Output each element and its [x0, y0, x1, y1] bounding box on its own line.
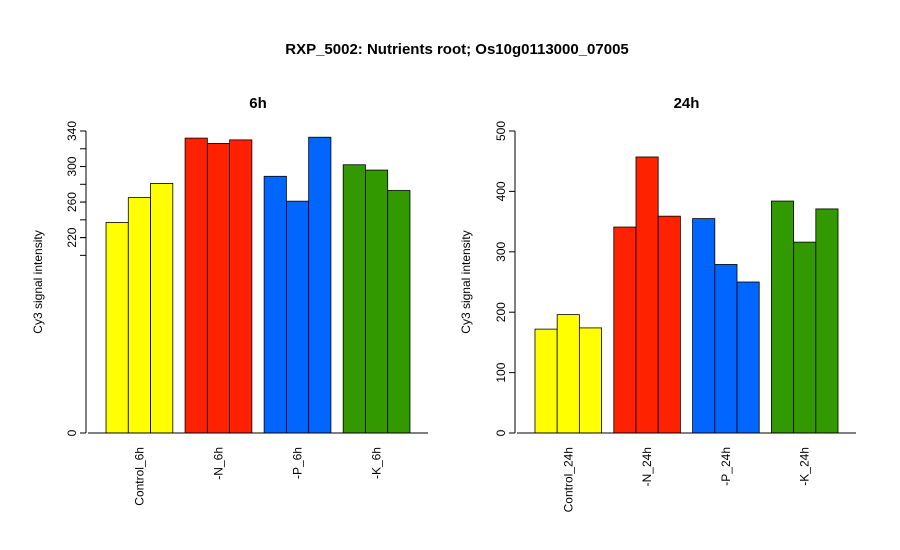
y-tick-label: 220 — [65, 227, 79, 247]
y-tick-label: 100 — [494, 362, 508, 382]
x-tick-label: -N_24h — [640, 447, 654, 486]
bar-control-24h-1 — [534, 328, 558, 434]
bar--p-6h-2 — [285, 200, 310, 434]
panel-title: 24h — [674, 95, 700, 112]
bar--n-24h-2 — [635, 156, 659, 434]
bar--p-24h-3 — [736, 281, 760, 434]
bar--n-6h-1 — [184, 137, 208, 434]
x-tick-label: -N_6h — [211, 447, 225, 480]
panel-title: 6h — [249, 95, 267, 112]
bar--p-6h-3 — [308, 136, 332, 434]
bar--p-6h-1 — [263, 175, 287, 434]
bar--n-24h-1 — [613, 226, 637, 434]
x-tick-label: -P_6h — [291, 447, 305, 479]
y-axis-label: Cy3 signal intensity — [459, 230, 473, 333]
bar--p-24h-1 — [692, 218, 716, 434]
bar--k-6h-1 — [342, 164, 366, 434]
x-tick-label: Control_24h — [561, 447, 575, 512]
bar-control-6h-2 — [127, 197, 151, 434]
bar-control-6h-1 — [105, 222, 129, 434]
y-tick-label: 300 — [65, 156, 79, 176]
y-tick-label: 260 — [65, 192, 79, 212]
y-tick-label: 0 — [494, 429, 508, 436]
y-tick-label: 500 — [494, 121, 508, 141]
bar--k-24h-3 — [815, 208, 839, 434]
y-axis-label: Cy3 signal intensity — [31, 230, 45, 333]
y-tick-label: 300 — [494, 241, 508, 261]
bar--n-6h-2 — [206, 143, 231, 434]
figure-title: RXP_5002: Nutrients root; Os10g0113000_0… — [285, 41, 629, 58]
bar--n-6h-3 — [229, 139, 253, 434]
bar--k-6h-3 — [387, 190, 411, 434]
chart-panel-24h: 24h Cy3 signal intensity Control_24h -N_24h… — [459, 95, 856, 512]
x-tick-label: -K_24h — [798, 447, 812, 486]
x-tick-label: -P_24h — [719, 447, 733, 486]
y-tick-label: 340 — [65, 121, 79, 141]
chart-panel-6h: 6h Cy3 signal intensity Control_6h -N_6h -P_… — [31, 95, 428, 506]
bar-control-24h-3 — [578, 327, 602, 434]
bar--k-24h-1 — [771, 200, 795, 434]
bar--k-24h-2 — [793, 241, 817, 434]
y-tick-label: 0 — [65, 429, 79, 436]
bar-control-24h-2 — [556, 314, 580, 434]
bar--p-24h-2 — [714, 264, 738, 434]
bar-control-6h-3 — [150, 183, 174, 434]
x-tick-label: -K_6h — [370, 447, 384, 479]
bar--n-24h-3 — [657, 215, 681, 434]
y-tick-label: 200 — [494, 302, 508, 322]
y-tick-label: 400 — [494, 181, 508, 201]
x-tick-label: Control_6h — [132, 447, 146, 506]
bar--k-6h-2 — [365, 169, 389, 434]
